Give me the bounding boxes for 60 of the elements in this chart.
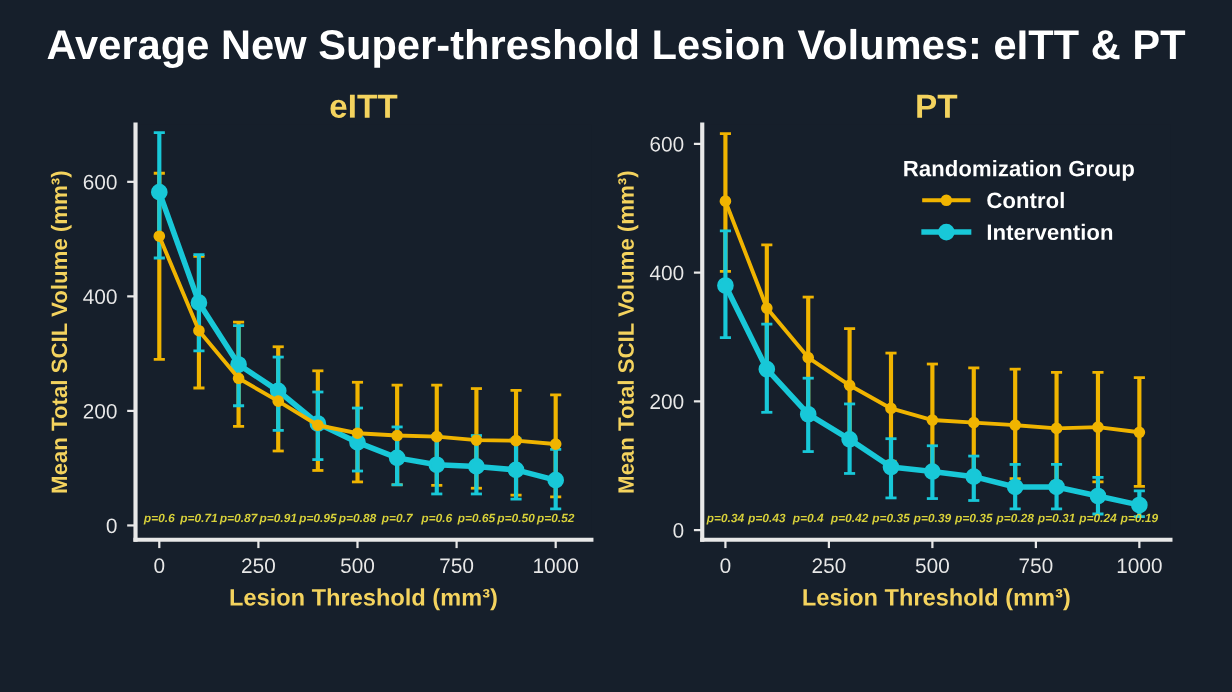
y-tick-label: 400 [649,265,684,281]
point [153,230,166,243]
point [507,461,525,479]
y-tick-label: 200 [650,394,684,410]
point [193,324,205,337]
point [1009,419,1022,432]
x-tick-label: 0 [720,558,731,574]
point [719,195,732,207]
chart-title: PT [917,94,958,118]
legend-label: Intervention [987,223,1113,241]
point [926,414,939,426]
point [232,372,245,385]
x-tick-label: 750 [440,558,474,574]
y-tick-label: 400 [83,289,117,305]
point [388,449,406,467]
point [885,402,897,415]
point [799,405,817,423]
point [1133,426,1146,439]
x-axis-title: Lesion Threshold (mm³) [803,588,1070,611]
point [150,183,168,201]
point [230,356,247,373]
x-axis-title: Lesion Threshold (mm³) [230,588,497,611]
point [547,471,565,489]
point [272,395,285,407]
point [967,416,980,429]
point [717,277,734,294]
y-tick-label: 0 [673,523,684,538]
y-tick-label: 600 [650,136,684,152]
point [758,360,776,378]
chart-title: eITT [330,94,398,118]
y-tick-label: 0 [106,518,117,534]
text: Average New Super-threshold Lesion Volumes: eITT & PT [47,28,1186,68]
x-tick-label: 1000 [534,558,579,574]
point [965,468,983,486]
y-tick-label: 200 [83,403,117,419]
point [924,463,941,480]
point [428,456,446,474]
legend-title: Randomization Group [904,160,1134,181]
point [351,427,364,440]
x-tick-label: 500 [915,558,949,574]
x-tick-label: 0 [154,558,165,574]
x-tick-label: 250 [242,558,275,574]
point [468,458,485,475]
y-tick-label: 600 [83,174,117,190]
point [190,294,208,311]
y-axis-title: Mean Total SCIL Volume (mm³) [617,171,639,493]
x-tick-label: 1000 [1117,558,1162,574]
point [1050,422,1063,435]
point [1092,421,1104,433]
point [1089,487,1107,505]
legend-label: Control [987,191,1064,209]
x-tick-label: 750 [1019,558,1053,574]
point [843,379,856,392]
point [841,431,858,448]
point [760,302,773,314]
y-axis-title: Mean Total SCIL Volume (mm³) [50,171,72,493]
point [802,351,815,364]
x-tick-label: 250 [812,558,846,574]
x-tick-label: 500 [340,558,375,574]
point [1131,496,1148,514]
